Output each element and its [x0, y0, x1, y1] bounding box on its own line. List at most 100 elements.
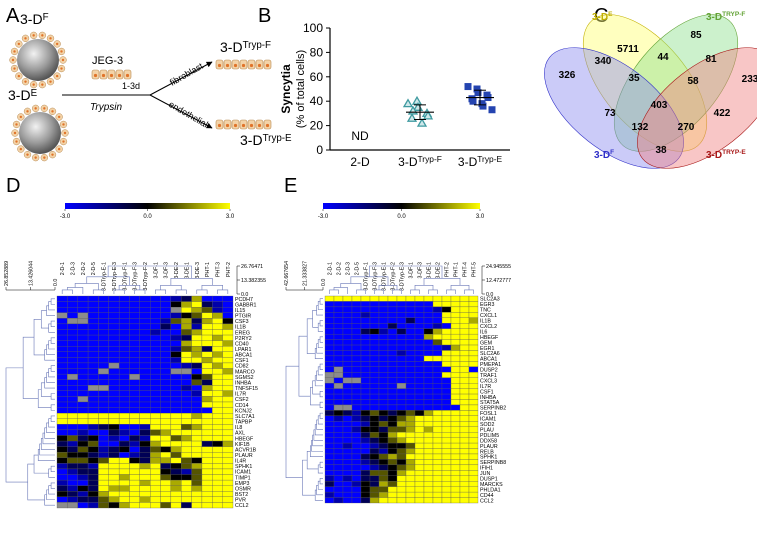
heatmap-cell — [342, 317, 353, 324]
heatmap-cell — [423, 344, 434, 351]
row-label: CD44 — [480, 493, 494, 499]
heatmap-cell — [432, 312, 443, 318]
dendrogram — [410, 289, 420, 294]
heatmap-cell — [414, 481, 425, 487]
heatmap-cell — [459, 301, 470, 308]
nucleus — [233, 63, 238, 68]
heatmap-cell — [77, 479, 89, 486]
heatmap-cell — [405, 306, 416, 313]
heatmap-cell — [139, 502, 151, 509]
nucleus — [19, 115, 23, 119]
heatmap-cell — [450, 426, 461, 433]
heatmap-cell — [222, 418, 234, 425]
heatmap-cell — [387, 486, 398, 493]
heatmap-cell — [67, 457, 78, 464]
heatmap-cell — [414, 393, 425, 400]
nucleus — [265, 123, 270, 128]
heatmap-cell — [118, 329, 130, 336]
nucleus — [17, 42, 21, 46]
heatmap-cell — [369, 437, 380, 444]
heatmap-cell — [387, 437, 398, 444]
heatmap-cell — [360, 432, 371, 438]
heatmap-cell — [201, 485, 213, 492]
heatmap-cell — [118, 479, 130, 486]
heatmap-cell — [67, 479, 78, 486]
heatmap-cell — [351, 399, 362, 406]
heatmap-cell — [87, 329, 99, 336]
heatmap-cell — [222, 496, 234, 503]
color-key — [65, 203, 230, 209]
heatmap-cell — [201, 396, 213, 403]
heatmap-cell — [396, 350, 407, 357]
heatmap-cell — [468, 470, 479, 476]
heatmap-cell — [324, 366, 335, 373]
heatmap-cell — [150, 334, 161, 341]
heatmap-cell — [378, 393, 389, 400]
row-label: KIF1B — [235, 442, 250, 448]
heatmap-cell — [67, 407, 78, 414]
heatmap-cell — [369, 497, 380, 504]
heatmap-cell — [387, 491, 398, 498]
heatmap-cell — [108, 301, 120, 308]
heatmap-cell — [432, 328, 443, 335]
heatmap-cell — [212, 429, 223, 436]
heatmap-cell — [360, 410, 371, 416]
heatmap-cell — [450, 317, 461, 324]
heatmap-cell — [405, 486, 416, 493]
nucleus — [41, 34, 44, 37]
dendrogram — [319, 391, 323, 398]
heatmap-cell — [129, 340, 140, 347]
heatmap-cell — [378, 464, 389, 471]
heatmap-cell — [181, 346, 192, 352]
heatmap-cell — [201, 346, 213, 352]
nucleus — [43, 156, 46, 159]
heatmap-cell — [170, 301, 182, 308]
y-tick-label: 60 — [310, 70, 324, 84]
dendrogram — [369, 265, 443, 279]
heatmap-cell — [342, 453, 353, 460]
heatmap-cell — [459, 421, 470, 427]
heatmap-cell — [441, 383, 452, 389]
heatmap-cell — [170, 357, 182, 364]
result-label-base: 3-D — [240, 132, 263, 148]
heatmap-cell — [468, 312, 479, 318]
dendrogram — [42, 432, 55, 445]
heatmap-cell — [129, 474, 140, 481]
heatmap-cell — [468, 301, 479, 308]
heatmap-cell — [129, 452, 140, 458]
heatmap-cell — [432, 366, 443, 373]
heatmap-cell — [77, 485, 89, 492]
dendrogram — [33, 319, 45, 356]
dendrogram — [312, 309, 319, 328]
heatmap-cell — [351, 301, 362, 308]
heatmap-cell — [378, 333, 389, 340]
row-label: IL1B — [480, 319, 491, 325]
heatmap-cell — [414, 306, 425, 313]
heatmap-cell — [56, 474, 68, 481]
heatmap-cell — [360, 377, 371, 384]
dendrogram — [48, 340, 55, 350]
dendrogram — [46, 372, 55, 383]
heatmap-cell — [333, 295, 344, 302]
heatmap-cell — [450, 361, 461, 367]
heatmap-cell — [396, 388, 407, 395]
heatmap-cell — [342, 383, 353, 389]
point — [411, 95, 423, 105]
heatmap-cell — [139, 418, 151, 425]
heatmap-cell — [387, 475, 398, 482]
heatmap-cell — [405, 421, 416, 427]
heatmap-cell — [191, 323, 203, 330]
heatmap-cell — [378, 481, 389, 487]
row-label: ABCA1 — [235, 353, 252, 359]
row-label: SLC2A3 — [480, 297, 500, 303]
dendrogram — [40, 310, 49, 329]
heatmap-cell — [222, 318, 234, 325]
heatmap-cell — [324, 339, 335, 346]
dendrogram — [33, 454, 49, 474]
heatmap-cell — [170, 362, 182, 369]
heatmap-cell — [56, 295, 68, 302]
heatmap-cell — [414, 399, 425, 406]
heatmap-cell — [150, 351, 161, 358]
heatmap-cell — [77, 463, 89, 470]
heatmap-cell — [56, 429, 68, 436]
